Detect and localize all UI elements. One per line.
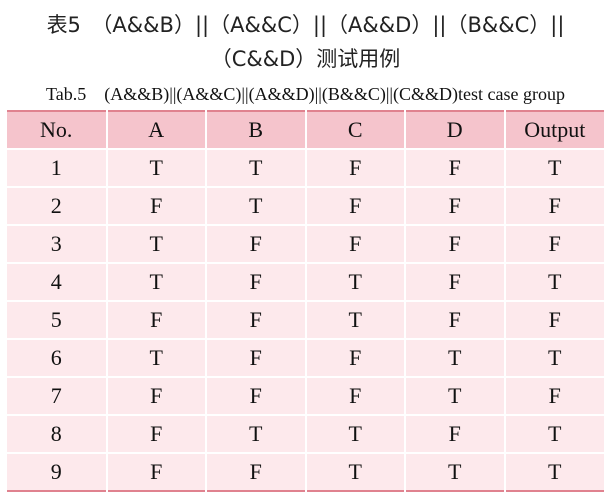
table-cell: T xyxy=(105,263,206,301)
title-line: 表5 （A&&B）||（A&&C）||（A&&D）||（B&&C）|| xyxy=(46,13,565,37)
table-cell: T xyxy=(105,339,206,377)
header-cell: A xyxy=(105,111,206,149)
table-cell: T xyxy=(404,339,505,377)
table-cell: F xyxy=(205,301,306,339)
header-cell: Output xyxy=(503,111,604,149)
table-cell: F xyxy=(205,453,306,491)
table-cell: F xyxy=(404,301,505,339)
table-cell: T xyxy=(503,263,604,301)
table-cell: 1 xyxy=(50,155,62,180)
table-cell: T xyxy=(404,377,505,415)
table-cell: F xyxy=(503,225,604,263)
table-cell: F xyxy=(404,415,505,453)
table-cell: F xyxy=(105,301,206,339)
header-row: No. A B C D Output xyxy=(7,111,604,149)
table-cell: T xyxy=(404,453,505,491)
table-cell: T xyxy=(503,415,604,453)
table-cell: T xyxy=(304,453,405,491)
table-cell: F xyxy=(205,377,306,415)
table-cell: F xyxy=(404,225,505,263)
table-cell: F xyxy=(404,149,505,187)
table-cell: T xyxy=(105,149,206,187)
table-cell: 3 xyxy=(50,231,62,256)
table-cell: T xyxy=(205,149,306,187)
table-cell: F xyxy=(205,339,306,377)
table-cell: T xyxy=(304,301,405,339)
table-cell: F xyxy=(503,301,604,339)
header-cell: C xyxy=(304,111,405,149)
table-cell: T xyxy=(205,187,306,225)
table-cell: F xyxy=(304,339,405,377)
table-cell: F xyxy=(304,225,405,263)
table-cell: F xyxy=(205,263,306,301)
table-cell: 9 xyxy=(50,459,62,484)
table-cell: T xyxy=(503,453,604,491)
table-cell: 8 xyxy=(50,421,62,446)
table-cell: 2 xyxy=(50,193,62,218)
table-cell: F xyxy=(304,187,405,225)
table-cell: F xyxy=(304,149,405,187)
title-line: （C&&D）测试用例 xyxy=(210,47,401,71)
table-cell: F xyxy=(205,225,306,263)
table-cell: T xyxy=(503,339,604,377)
table-cell: F xyxy=(404,263,505,301)
table-cell: T xyxy=(503,149,604,187)
header-cell: D xyxy=(404,111,505,149)
table-cell: F xyxy=(304,377,405,415)
table-cell: 6 xyxy=(50,345,62,370)
table-cell: T xyxy=(304,415,405,453)
table-cell: F xyxy=(105,453,206,491)
caption: Tab.5 (A&&B)||(A&&C)||(A&&D)||(B&&C)||(C… xyxy=(46,84,565,104)
table-cell: 4 xyxy=(50,269,62,294)
table-cell: F xyxy=(503,377,604,415)
table-cell: F xyxy=(105,187,206,225)
table-cell: F xyxy=(105,415,206,453)
table-cell: T xyxy=(304,263,405,301)
table-cell: F xyxy=(105,377,206,415)
table-cell: T xyxy=(105,225,206,263)
table-cell: T xyxy=(205,415,306,453)
table-cell: 5 xyxy=(50,307,62,332)
header-cell: B xyxy=(205,111,306,149)
table-cell: F xyxy=(404,187,505,225)
table-cell: F xyxy=(503,187,604,225)
header-cell: No. xyxy=(40,117,73,142)
table-cell: 7 xyxy=(50,383,62,408)
